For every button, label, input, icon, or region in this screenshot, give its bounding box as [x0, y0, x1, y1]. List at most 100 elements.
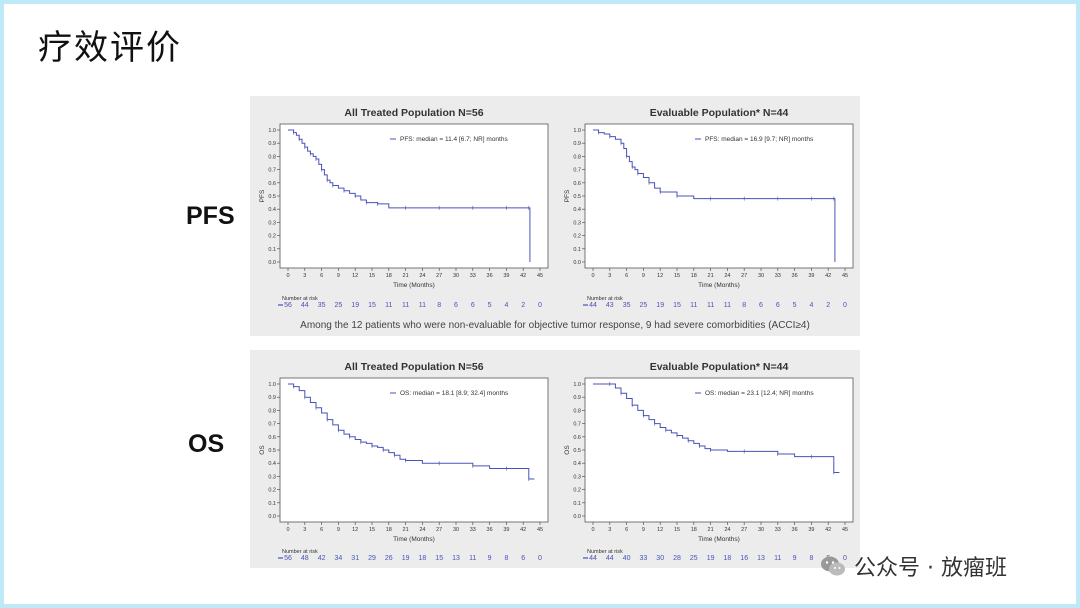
x-tick-label: 12	[657, 527, 663, 533]
y-tick-label: 0.8	[573, 408, 581, 414]
risk-value: 8	[504, 555, 508, 562]
risk-value: 6	[471, 302, 475, 309]
risk-value: 44	[589, 302, 597, 309]
risk-value: 25	[335, 302, 343, 309]
x-tick-label: 6	[320, 527, 323, 533]
plot-area	[279, 123, 549, 269]
risk-value: 44	[606, 555, 614, 562]
risk-value: 15	[435, 555, 443, 562]
survival-curve	[288, 383, 535, 480]
risk-value: 9	[488, 555, 492, 562]
x-tick-label: 27	[436, 527, 442, 533]
x-tick-label: 21	[403, 273, 409, 279]
wechat-icon	[821, 556, 845, 576]
risk-value: 11	[419, 302, 426, 309]
x-tick-label: 24	[724, 273, 730, 279]
y-tick-label: 0.6	[268, 435, 276, 441]
x-tick-label: 42	[520, 527, 526, 533]
y-tick-label: 1.0	[573, 128, 581, 134]
risk-value: 6	[521, 555, 525, 562]
km-chart-os-evaluable: Evaluable Population* N=44 0.0 0.1 0.2 0.3 0.…	[564, 361, 854, 562]
plot-area	[584, 123, 854, 269]
x-tick-label: 3	[303, 527, 306, 533]
x-tick-label: 18	[691, 527, 697, 533]
x-tick-label: 21	[403, 527, 409, 533]
risk-value: 0	[538, 302, 542, 309]
y-tick-label: 0.5	[268, 194, 276, 200]
x-tick-label: 9	[642, 273, 645, 279]
chart-title: All Treated Population N=56	[344, 107, 483, 119]
y-tick-label: 0.2	[573, 488, 581, 494]
x-tick-label: 30	[758, 527, 764, 533]
risk-value: 19	[351, 302, 359, 309]
risk-value: 5	[488, 302, 492, 309]
risk-value: 6	[454, 302, 458, 309]
risk-value: 56	[284, 555, 292, 562]
x-tick-label: 39	[503, 527, 509, 533]
risk-value: 2	[826, 302, 830, 309]
y-tick-label: 0.3	[268, 220, 276, 226]
risk-value: 19	[707, 555, 715, 562]
risk-table-label: Number at risk	[282, 549, 318, 555]
risk-value: 18	[419, 555, 427, 562]
x-tick-label: 0	[286, 527, 289, 533]
watermark-text: 公众号 · 放瘤班	[854, 556, 1007, 581]
risk-value: 6	[776, 302, 780, 309]
x-tick-label: 27	[436, 273, 442, 279]
x-tick-label: 39	[503, 273, 509, 279]
y-tick-label: 0.4	[573, 207, 581, 213]
x-axis-label: Time (Months)	[698, 536, 740, 543]
legend-entry: PFS: median = 11.4 [6.7; NR] months	[400, 136, 508, 143]
y-tick-label: 0.2	[268, 234, 276, 240]
risk-value: 9	[793, 555, 797, 562]
row-label-pfs: PFS	[186, 202, 235, 230]
risk-value: 40	[623, 555, 631, 562]
risk-value: 56	[284, 302, 292, 309]
slide-title: 疗效评价	[38, 28, 182, 68]
x-tick-label: 45	[537, 527, 543, 533]
y-tick-label: 0.2	[573, 234, 581, 240]
risk-value: 48	[301, 555, 309, 562]
y-axis-label: OS	[259, 445, 266, 455]
x-tick-label: 27	[741, 527, 747, 533]
x-tick-label: 6	[625, 527, 628, 533]
x-tick-label: 36	[792, 527, 798, 533]
y-tick-label: 0.0	[573, 514, 581, 520]
y-tick-label: 0.4	[573, 461, 581, 467]
x-tick-label: 6	[625, 273, 628, 279]
x-tick-label: 39	[808, 273, 814, 279]
x-tick-label: 21	[708, 527, 714, 533]
os-panel: All Treated Population N=56 0.0 0.1 0.2 0.3 0…	[250, 350, 860, 568]
risk-value: 33	[640, 555, 648, 562]
y-tick-label: 0.6	[573, 435, 581, 441]
x-tick-label: 12	[352, 527, 358, 533]
y-tick-label: 0.1	[573, 247, 581, 253]
x-tick-label: 30	[453, 273, 459, 279]
risk-table-label: Number at risk	[587, 549, 623, 555]
x-tick-label: 15	[369, 527, 375, 533]
y-tick-label: 0.0	[268, 514, 276, 520]
x-tick-label: 36	[792, 273, 798, 279]
risk-value: 11	[690, 302, 697, 309]
risk-value: 0	[538, 555, 542, 562]
x-tick-label: 36	[487, 527, 493, 533]
x-tick-label: 42	[825, 527, 831, 533]
y-tick-label: 0.1	[268, 247, 276, 253]
y-tick-label: 0.9	[268, 141, 276, 147]
risk-table-label: Number at risk	[587, 296, 623, 302]
y-tick-label: 1.0	[573, 382, 581, 388]
risk-value: 13	[452, 555, 460, 562]
y-tick-label: 0.5	[573, 194, 581, 200]
y-tick-label: 0.7	[573, 422, 581, 428]
plot-area	[279, 377, 549, 523]
y-tick-label: 0.1	[268, 501, 276, 507]
x-axis-label: Time (Months)	[698, 282, 740, 289]
x-tick-label: 12	[352, 273, 358, 279]
risk-value: 31	[351, 555, 359, 562]
y-tick-label: 0.4	[268, 461, 276, 467]
x-tick-label: 3	[608, 273, 611, 279]
y-axis-label: PFS	[564, 189, 571, 202]
risk-value: 25	[640, 302, 648, 309]
chart-title: Evaluable Population* N=44	[650, 107, 789, 119]
